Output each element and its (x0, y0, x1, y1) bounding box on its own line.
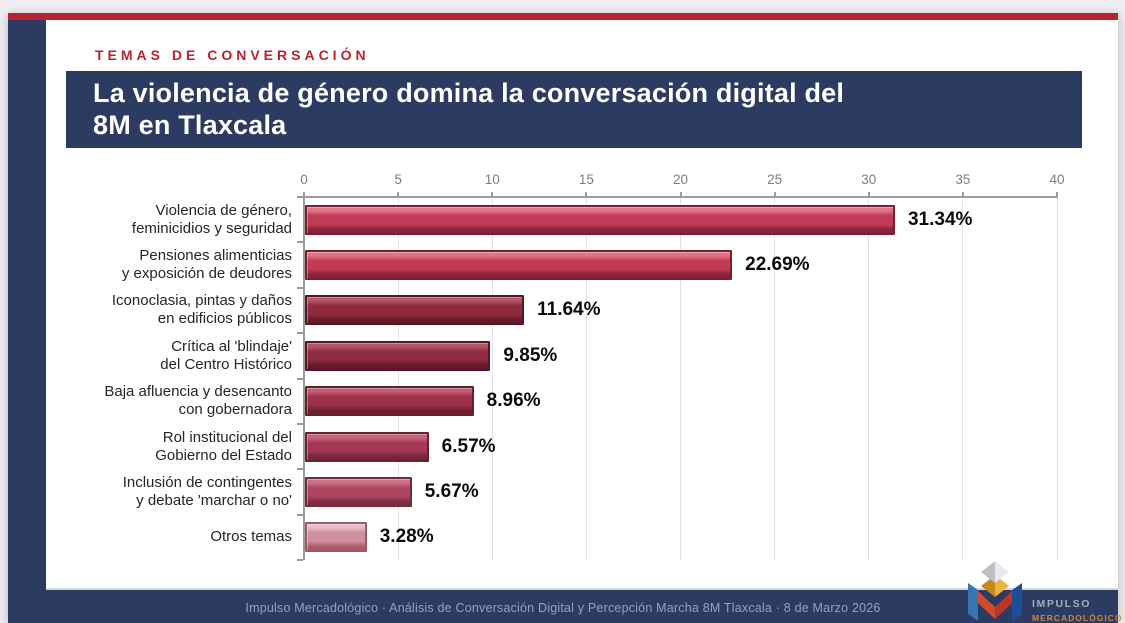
page-title-line-2: 8M en Tlaxcala (93, 110, 287, 140)
impulso-logo-icon (968, 561, 1022, 621)
y-axis-tick (297, 241, 303, 244)
value-label: 22.69% (745, 254, 810, 276)
x-axis-tick (397, 192, 400, 197)
bar (305, 476, 412, 507)
value-label: 8.96% (486, 390, 541, 412)
x-axis-tick (867, 192, 870, 197)
category-label-line: Violencia de género, (155, 201, 293, 219)
category-label-line: Pensiones alimenticias (139, 247, 292, 265)
y-axis-tick (297, 468, 303, 471)
category-label-line: del Centro Histórico (160, 355, 292, 373)
category-label: Crítica al 'blindaje' del Centro Históric… (46, 338, 292, 374)
gridline (962, 197, 964, 560)
bar (305, 340, 491, 371)
category-label: Rol institucional del Gobierno del Estado (46, 429, 292, 465)
category-label-line: Crítica al 'blindaje' (171, 337, 292, 355)
impulso-logo-text: IMPULSO MERCADOLÓGICO (1032, 598, 1122, 623)
x-axis-line (304, 196, 1058, 198)
x-axis-tick-label: 5 (394, 172, 402, 187)
bar (305, 386, 474, 417)
x-axis-tick-label: 0 (300, 172, 308, 187)
category-label-line: con gobernadora (178, 401, 292, 419)
y-axis-tick (297, 422, 303, 425)
y-axis-line (303, 196, 305, 560)
gridline (680, 197, 681, 560)
x-axis-tick (491, 192, 494, 197)
x-axis-tick (585, 192, 588, 197)
value-label: 3.28% (379, 526, 434, 548)
bar (305, 431, 429, 462)
value-label: 31.34% (907, 208, 973, 230)
category-label-line: Inclusión de contingentes (122, 473, 292, 491)
logo-wordmark-sub: MERCADOLÓGICO (1032, 613, 1123, 623)
x-axis-tick-label: 40 (1049, 172, 1065, 187)
bar (305, 204, 895, 235)
gridline (774, 197, 776, 560)
logo-wordmark: IMPULSO (1032, 598, 1092, 610)
x-axis-tick-label: 30 (861, 172, 877, 187)
y-axis-tick (297, 286, 303, 289)
category-label-line: Iconoclasia, pintas y daños (111, 292, 292, 310)
category-label: Violencia de género, feminicidios y segur… (46, 202, 292, 238)
category-label: Iconoclasia, pintas y daños en edificios … (46, 292, 292, 328)
bar (305, 295, 525, 326)
x-axis-tick (773, 192, 776, 197)
category-label-line: Rol institucional del (162, 428, 292, 446)
gridline (868, 197, 870, 560)
category-label-line: Gobierno del Estado (155, 446, 292, 464)
slide-frame: TEMAS DE CONVERSACIÓN La violencia de gé… (8, 13, 1118, 623)
gridline (1056, 197, 1058, 560)
category-label-line: Otros temas (210, 528, 292, 546)
category-label-line: Baja afluencia y desencanto (104, 383, 292, 401)
impulso-logo: IMPULSO MERCADOLÓGICO (962, 561, 1122, 623)
title-banner: La violencia de género domina la convers… (66, 71, 1082, 148)
category-label: Otros temas (46, 528, 292, 546)
value-label: 6.57% (441, 435, 496, 457)
x-axis-tick-label: 10 (484, 172, 500, 187)
y-axis-tick (297, 332, 303, 335)
x-axis-tick (1056, 192, 1058, 197)
x-axis-tick-label: 15 (578, 172, 594, 187)
y-axis-tick (297, 196, 303, 198)
top-accent-bar (8, 13, 1118, 20)
category-label-line: y exposición de deudores (121, 265, 292, 283)
value-label: 11.64% (537, 299, 601, 321)
y-axis-tick (297, 559, 303, 561)
x-axis-tick (679, 192, 682, 197)
section-kicker: TEMAS DE CONVERSACIÓN (95, 47, 370, 63)
bar (305, 522, 367, 553)
value-label: 9.85% (503, 344, 558, 366)
bar (305, 250, 733, 281)
gridline (585, 197, 587, 560)
footer-caption: Impulso Mercadológico · Análisis de Conv… (245, 600, 881, 615)
category-label: Pensiones alimenticias y exposición de de… (46, 247, 292, 283)
category-label-line: en edificios públicos (157, 310, 292, 328)
bar-chart: 0 5 10 15 20 25 30 35 40 Violencia de género, femi… (46, 20, 1118, 590)
y-axis-tick (297, 513, 303, 516)
x-axis-tick (961, 192, 964, 197)
gridline (397, 197, 399, 560)
gridline (491, 197, 493, 560)
category-label: Baja afluencia y desencanto con gobernado… (46, 383, 292, 419)
x-axis-tick-label: 25 (767, 172, 783, 187)
category-label-line: y debate 'marchar o no' (136, 491, 292, 509)
y-axis-tick (297, 377, 303, 380)
x-axis-tick (303, 192, 305, 197)
category-label-line: feminicidios y seguridad (131, 219, 292, 237)
x-axis-tick-label: 35 (955, 172, 971, 187)
value-label: 5.67% (424, 480, 479, 502)
page-title-line-1: La violencia de género domina la convers… (93, 78, 845, 108)
content-area: TEMAS DE CONVERSACIÓN La violencia de gé… (46, 20, 1118, 590)
x-axis-tick-label: 20 (672, 172, 689, 187)
category-label: Inclusión de contingentes y debate 'march… (46, 474, 292, 510)
